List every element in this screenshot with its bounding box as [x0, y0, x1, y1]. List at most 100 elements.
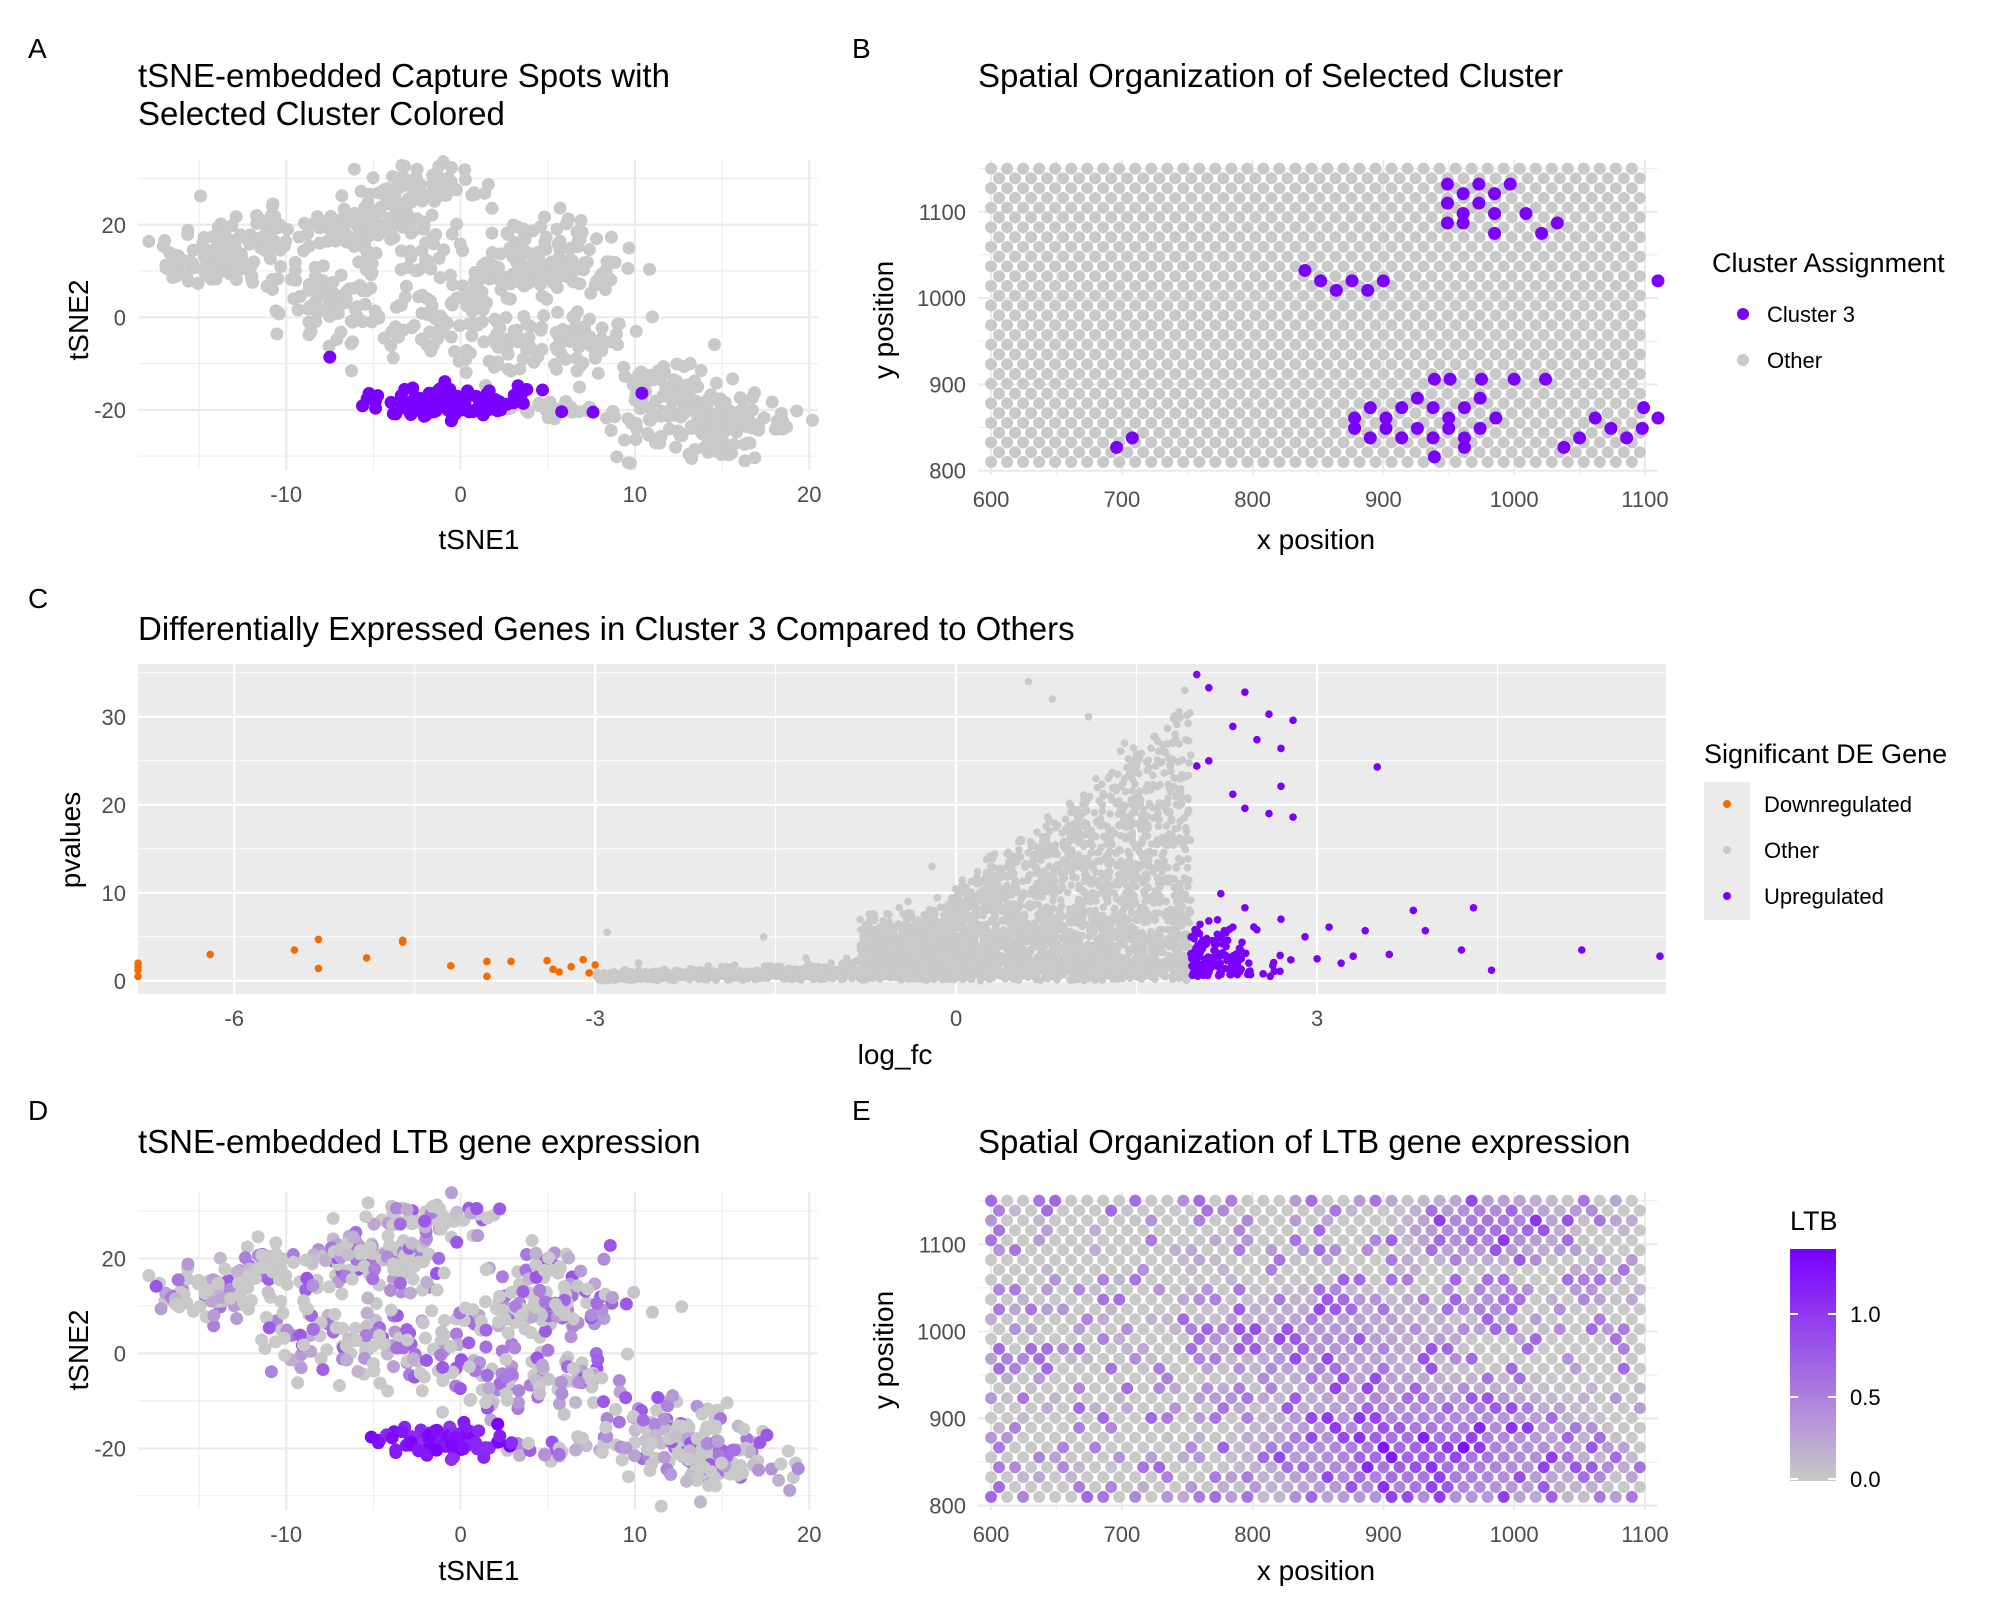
panel-b-spot	[1425, 231, 1438, 244]
panel-a-point-cluster	[635, 386, 649, 400]
panel-b-spot	[985, 162, 998, 175]
panel-b-spot	[1353, 221, 1366, 234]
panel-b-spot	[1105, 172, 1118, 185]
panel-b-spot	[1329, 231, 1342, 244]
panel-a-point	[645, 310, 659, 324]
panel-b-spot	[1377, 231, 1390, 244]
panel-b-spot	[1289, 240, 1302, 253]
panel-b-spot	[1353, 436, 1366, 449]
panel-b-spot	[1241, 201, 1254, 214]
panel-b-spot	[1569, 407, 1582, 420]
panel-b-spot	[1121, 270, 1134, 283]
panel-b-spot-cluster	[1427, 372, 1441, 386]
panel-b-spot	[1449, 240, 1462, 253]
panel-b-spot	[1545, 182, 1558, 195]
panel-c-point-other	[606, 975, 615, 983]
panel-a-point	[358, 297, 372, 311]
panel-b-spot	[1617, 368, 1630, 381]
panel-b-spot	[1129, 240, 1142, 253]
panel-b-spot	[1257, 260, 1270, 273]
panel-b-spot	[1345, 348, 1358, 361]
panel-b-spot	[1209, 456, 1222, 469]
panel-b-spot	[1617, 387, 1630, 400]
panel-b-spot	[1409, 407, 1422, 420]
panel-a-point	[326, 275, 340, 289]
panel-b-spot	[1385, 221, 1398, 234]
panel-b-spot	[1105, 231, 1118, 244]
panel-b-spot	[1625, 319, 1638, 332]
panel-b-spot	[1281, 250, 1294, 263]
panel-b-spot	[1033, 358, 1046, 371]
panel-b-spot	[1073, 328, 1086, 341]
panel-a-point	[366, 171, 380, 185]
panel-a-point-other	[621, 412, 635, 426]
panel-b-spot	[1465, 299, 1478, 312]
panel-b-spot	[1113, 182, 1126, 195]
panel-a-point-cluster	[536, 383, 550, 397]
panel-b-spot	[1497, 358, 1510, 371]
panel-b-spot	[1257, 436, 1270, 449]
panel-b-spot	[1489, 172, 1502, 185]
panel-b-spot	[1361, 191, 1374, 204]
panel-b-spot	[1217, 250, 1230, 263]
panel-b-spot	[1481, 358, 1494, 371]
panel-a-point	[348, 302, 362, 316]
panel-a-point	[384, 232, 398, 246]
panel-b-spot	[1545, 416, 1558, 429]
panel-b-spot	[1449, 456, 1462, 469]
panel-b-spot	[1161, 201, 1174, 214]
panel-c-ytick-label: 0	[114, 969, 126, 994]
panel-b-spot	[1529, 436, 1542, 449]
panel-b-spot	[1201, 250, 1214, 263]
panel-b-spot	[993, 191, 1006, 204]
panel-a-point	[707, 409, 721, 423]
panel-b-spot	[1609, 358, 1622, 371]
panel-a-xtick-label: -10	[270, 482, 302, 507]
panel-b-spot	[1353, 201, 1366, 214]
panel-b-spot	[1377, 328, 1390, 341]
panel-b-spot	[1433, 240, 1446, 253]
panel-b-spot	[1481, 240, 1494, 253]
panel-a-point	[491, 340, 505, 354]
panel-b-spot	[1209, 397, 1222, 410]
panel-b-spot	[1617, 231, 1630, 244]
panel-b-spot	[1033, 260, 1046, 273]
panel-b-spot	[1169, 211, 1182, 224]
panel-b-spot	[1273, 162, 1286, 175]
panel-b-spot	[1153, 446, 1166, 459]
panel-b-spot	[1369, 260, 1382, 273]
panel-b-spot	[1361, 211, 1374, 224]
panel-b-spot	[1361, 348, 1374, 361]
panel-b-spot	[1297, 407, 1310, 420]
panel-c-point-other	[819, 970, 827, 978]
panel-a-point	[566, 310, 580, 324]
panel-a-point-other	[234, 229, 248, 243]
panel-b-spot	[1617, 211, 1630, 224]
panel-b-spot	[1545, 456, 1558, 469]
panel-c-point-other	[760, 972, 769, 980]
panel-b-spot	[1409, 270, 1422, 283]
panel-b-spot	[1009, 328, 1022, 341]
panel-b-spot	[1065, 338, 1078, 351]
panel-b-spot	[1473, 309, 1486, 322]
panel-a-point-other	[338, 207, 352, 221]
panel-a-point-other	[630, 422, 644, 436]
panel-b-spot	[1345, 211, 1358, 224]
panel-b-spot	[1321, 397, 1334, 410]
panel-b-spot	[1113, 260, 1126, 273]
panel-b-spot	[1081, 162, 1094, 175]
panel-b-spot	[1281, 191, 1294, 204]
panel-b-spot	[1305, 221, 1318, 234]
panel-a-point-other	[591, 366, 605, 380]
panel-b-spot	[1209, 338, 1222, 351]
panel-a-point-other	[410, 212, 424, 226]
panel-b-spot	[1041, 426, 1054, 439]
panel-b-ytick-label: 1100	[919, 200, 966, 225]
panel-b-spot	[1057, 211, 1070, 224]
panel-b-spot	[1305, 280, 1318, 292]
panel-b-spot	[1609, 319, 1622, 332]
panel-b-spot	[1393, 446, 1406, 459]
panel-b-spot	[1209, 182, 1222, 195]
panel-b-spot	[1241, 260, 1254, 273]
panel-a-point-other	[223, 250, 237, 264]
